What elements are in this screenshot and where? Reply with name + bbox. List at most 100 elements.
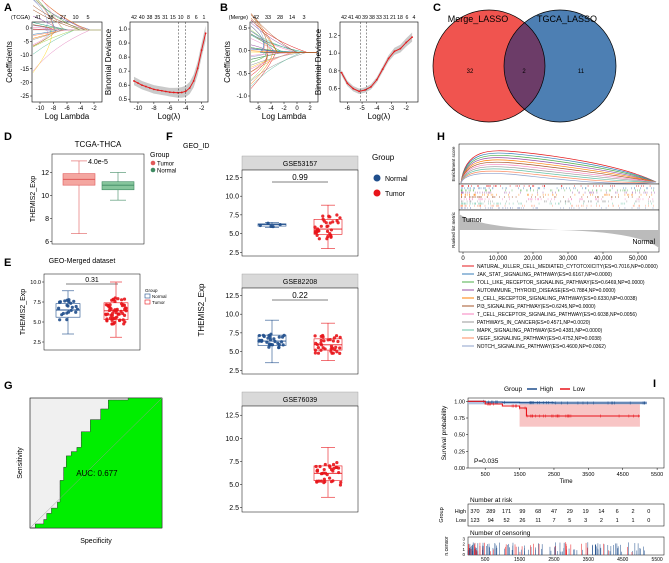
auc-label: AUC: 0.677 [76, 469, 118, 478]
y-tick-label: 10.0 [225, 312, 239, 319]
top-prefix-label: (TCGA) [11, 15, 30, 21]
deviance-point [160, 89, 163, 92]
x-tick-label: -6 [167, 106, 173, 112]
censor-x-tick-label: 2500 [548, 557, 559, 563]
y-axis-label: Binomial Deviance [314, 28, 323, 95]
coefficient-path [42, 0, 101, 31]
data-point [319, 343, 324, 347]
data-point [67, 298, 71, 302]
censor-x-tick-label: 4500 [617, 557, 628, 563]
data-point [321, 335, 325, 339]
y-tick-label: 10.0 [225, 194, 239, 201]
deviance-point [364, 89, 366, 91]
x-tick-label: 3500 [582, 472, 594, 478]
deviance-point [172, 91, 175, 94]
y-axis-label: Survival probability [441, 405, 448, 460]
x-tick-label: -8 [151, 106, 157, 112]
risk-cell: 2 [631, 509, 634, 515]
censor-x-tick-label: 5500 [652, 557, 663, 563]
data-point [325, 229, 330, 234]
y-tick-label: 2.5 [229, 368, 239, 375]
deviance-point [188, 87, 191, 89]
legend-swatch-tumor [150, 160, 156, 166]
deviance-plot-B-deviance: -6 -5 -4 -3 -2 1.2 1.0 0.8 0.6 42 41 40 39 38 33 31 21 18… [314, 15, 419, 121]
y-tick-label: 0 [26, 26, 30, 32]
legend-swatch-normal [373, 174, 381, 182]
data-point [122, 322, 126, 326]
y-tick-label: 6 [45, 239, 49, 246]
chart-title: GEO_ID [183, 143, 209, 150]
x-axis-label: Log Lambda [45, 112, 90, 121]
data-point [58, 318, 62, 322]
deviance-point [164, 90, 167, 93]
data-point [317, 237, 321, 241]
deviance-point [393, 50, 396, 53]
legend-label: NOTCH_SIGNALING_PATHWAY(ES=0.4600,NP=0.0… [477, 344, 606, 350]
data-point [327, 476, 332, 480]
coefficient-path [250, 25, 317, 53]
top-tick-label: 21 [390, 15, 396, 21]
legend-title: Group [372, 153, 395, 162]
x-tick-label: -10 [36, 106, 45, 112]
data-point [319, 224, 323, 228]
legend-title: Group [145, 288, 158, 293]
deviance-point [137, 82, 139, 84]
data-point [331, 462, 336, 467]
data-point [322, 339, 326, 343]
top-tick-label: 41 [35, 15, 41, 21]
x-tick-label: 10,000 [489, 256, 508, 262]
data-point [118, 318, 122, 322]
legend-swatch-normal [150, 167, 156, 173]
y-axis-label: THEMIS2_Exp [197, 283, 206, 336]
risk-cell: 11 [535, 518, 541, 524]
x-tick-label: -6 [255, 106, 261, 112]
p-value-label: 0.22 [292, 291, 308, 300]
data-point [331, 351, 335, 355]
data-point [105, 319, 109, 323]
y-tick-label: 1.00 [454, 399, 465, 405]
risk-row-label: Low [456, 518, 466, 524]
data-point [124, 306, 128, 310]
deviance-point [196, 67, 199, 70]
es-curve [460, 157, 657, 184]
legend-label: MAPK_SIGNALING_PATHWAY(ES=0.4381,NP=0.00… [477, 328, 602, 334]
x-tick-label: -8 [51, 106, 57, 112]
risk-cell: 123 [470, 518, 479, 524]
censor-y-tick-label: 0 [462, 552, 465, 557]
y-tick-label: 10.0 [30, 280, 41, 286]
data-point [329, 349, 333, 353]
y-tick-label: 5.0 [229, 482, 239, 489]
deviance-point [358, 90, 361, 93]
deviance-point [180, 91, 183, 94]
y-tick-label: 7.5 [229, 330, 239, 337]
risk-cell: 370 [470, 509, 479, 515]
x-tick-label: -6 [345, 106, 351, 112]
top-tick-label: 31 [162, 15, 168, 21]
data-point [115, 308, 119, 313]
top-tick-label: 15 [170, 15, 176, 21]
panel-label-i: I [653, 378, 657, 390]
data-point [322, 467, 326, 472]
y-tick-label: 8 [45, 216, 49, 223]
y-tick-label: 10.0 [225, 436, 239, 443]
plot-frame [249, 21, 319, 103]
x-tick-label: 4500 [617, 472, 629, 478]
risk-cell: 0 [647, 509, 650, 515]
data-point [338, 335, 342, 339]
top-tick-label: 5 [86, 15, 89, 21]
y-tick-label: 0.5 [119, 97, 128, 103]
y-axis-label: Coefficients [5, 41, 14, 83]
panel-label-c: C [433, 2, 441, 14]
deviance-point [141, 84, 143, 87]
x-tick-label: 30,000 [559, 256, 578, 262]
es-curve [460, 155, 657, 184]
legend-label: Tumor [385, 191, 406, 198]
data-point [335, 350, 339, 354]
censor-x-tick-label: 500 [481, 557, 490, 563]
data-point [106, 303, 110, 308]
data-point [280, 335, 285, 339]
y-tick-label: 0.75 [454, 416, 465, 422]
coefficient-path [32, 25, 101, 31]
data-point [257, 333, 262, 338]
x-axis-label: Log(λ) [158, 112, 181, 121]
